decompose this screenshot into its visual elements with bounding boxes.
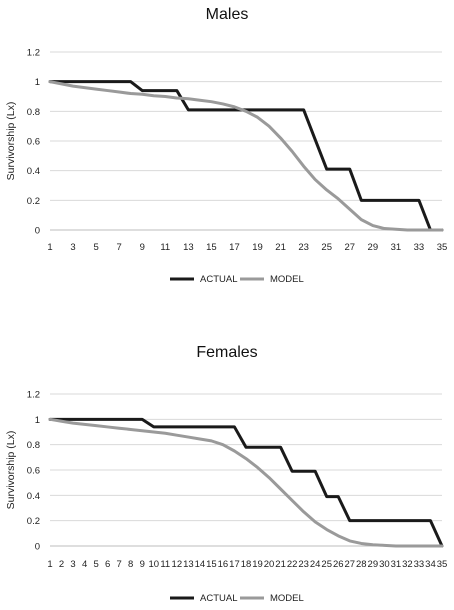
x-tick-label: 25 — [321, 559, 332, 570]
y-tick-label: 1 — [35, 415, 40, 426]
x-tick-label: 34 — [425, 559, 436, 570]
x-tick-label: 31 — [391, 559, 402, 570]
x-tick-label: 6 — [105, 559, 110, 570]
series-line-model — [48, 80, 444, 232]
x-tick-label: 23 — [298, 242, 309, 253]
x-tick-label: 33 — [414, 242, 425, 253]
y-axis-label: Survivorship (Lx) — [5, 431, 17, 510]
x-tick-label: 25 — [321, 242, 332, 253]
x-tick-label: 19 — [252, 242, 263, 253]
legend-label-actual: ACTUAL — [200, 274, 237, 285]
males-chart: Males 0 0.2 0.4 0.6 0.8 1 1.2 Survivorship (Lx) 1… — [5, 6, 448, 285]
chart-title: Females — [196, 344, 257, 361]
legend-label-actual: ACTUAL — [200, 593, 237, 604]
x-tick-label: 17 — [229, 559, 240, 570]
y-tick-label: 1.2 — [27, 48, 40, 59]
legend-label-model: MODEL — [270, 593, 304, 604]
y-axis-label: Survivorship (Lx) — [5, 102, 17, 181]
y-tick-label: 1.2 — [27, 390, 40, 401]
x-tick-label: 21 — [275, 242, 286, 253]
x-tick-label: 13 — [183, 559, 194, 570]
chart-title: Males — [206, 6, 249, 23]
x-tick-label: 28 — [356, 559, 367, 570]
x-tick-label: 4 — [82, 559, 87, 570]
x-tick-label: 2 — [59, 559, 64, 570]
y-tick-label: 0 — [35, 226, 40, 237]
females-chart: Females 0 0.2 0.4 0.6 0.8 1 1.2 Survivorship (Lx… — [5, 344, 448, 604]
x-tick-label: 17 — [229, 242, 240, 253]
series-line-model — [48, 417, 444, 548]
x-tick-label: 9 — [140, 242, 145, 253]
y-tick-label: 0 — [35, 542, 40, 553]
x-tick-label: 27 — [344, 559, 355, 570]
x-tick-label: 1 — [47, 242, 52, 253]
series-line-actual — [48, 417, 444, 548]
y-tick-label: 0.8 — [27, 107, 40, 118]
x-tick-label: 30 — [379, 559, 390, 570]
y-tick-label: 0.2 — [27, 196, 40, 207]
x-tick-label: 12 — [172, 559, 183, 570]
y-tick-label: 0.8 — [27, 440, 40, 451]
x-tick-label: 14 — [195, 559, 206, 570]
x-tick-label: 16 — [218, 559, 229, 570]
series-line-actual — [48, 80, 444, 232]
x-tick-label: 13 — [183, 242, 194, 253]
x-tick-label: 3 — [70, 559, 75, 570]
x-tick-label: 35 — [437, 242, 448, 253]
x-tick-label: 33 — [414, 559, 425, 570]
x-tick-label: 11 — [160, 559, 170, 570]
y-tick-label: 0.4 — [27, 166, 40, 177]
x-tick-label: 10 — [148, 559, 159, 570]
y-tick-label: 0.4 — [27, 491, 40, 502]
x-tick-label: 19 — [252, 559, 263, 570]
x-tick-label: 26 — [333, 559, 344, 570]
x-tick-label: 35 — [437, 559, 448, 570]
y-tick-label: 0.2 — [27, 516, 40, 527]
x-tick-label: 7 — [117, 242, 122, 253]
x-tick-label: 15 — [206, 242, 217, 253]
x-tick-label: 29 — [368, 559, 379, 570]
x-tick-label: 21 — [275, 559, 286, 570]
legend-label-model: MODEL — [270, 274, 304, 285]
x-tick-label: 5 — [93, 559, 98, 570]
males-chart-panel: Males 0 0.2 0.4 0.6 0.8 1 1.2 Survivorship (Lx) 1… — [0, 0, 454, 300]
y-tick-label: 0.6 — [27, 466, 40, 477]
x-tick-label: 20 — [264, 559, 275, 570]
x-tick-label: 29 — [368, 242, 379, 253]
x-tick-label: 32 — [402, 559, 413, 570]
x-tick-label: 27 — [344, 242, 355, 253]
x-tick-label: 24 — [310, 559, 321, 570]
y-tick-label: 0.6 — [27, 137, 40, 148]
x-tick-label: 9 — [140, 559, 145, 570]
x-tick-label: 15 — [206, 559, 217, 570]
x-tick-label: 7 — [117, 559, 122, 570]
x-tick-label: 23 — [298, 559, 309, 570]
x-tick-label: 31 — [391, 242, 402, 253]
x-tick-label: 8 — [128, 559, 133, 570]
females-chart-panel: Females 0 0.2 0.4 0.6 0.8 1 1.2 Survivorship (Lx… — [0, 310, 454, 610]
x-tick-label: 5 — [93, 242, 98, 253]
x-tick-label: 11 — [160, 242, 170, 253]
x-tick-label: 3 — [70, 242, 75, 253]
x-tick-label: 18 — [241, 559, 252, 570]
y-tick-label: 1 — [35, 77, 40, 88]
x-tick-label: 1 — [47, 559, 52, 570]
x-tick-label: 22 — [287, 559, 298, 570]
